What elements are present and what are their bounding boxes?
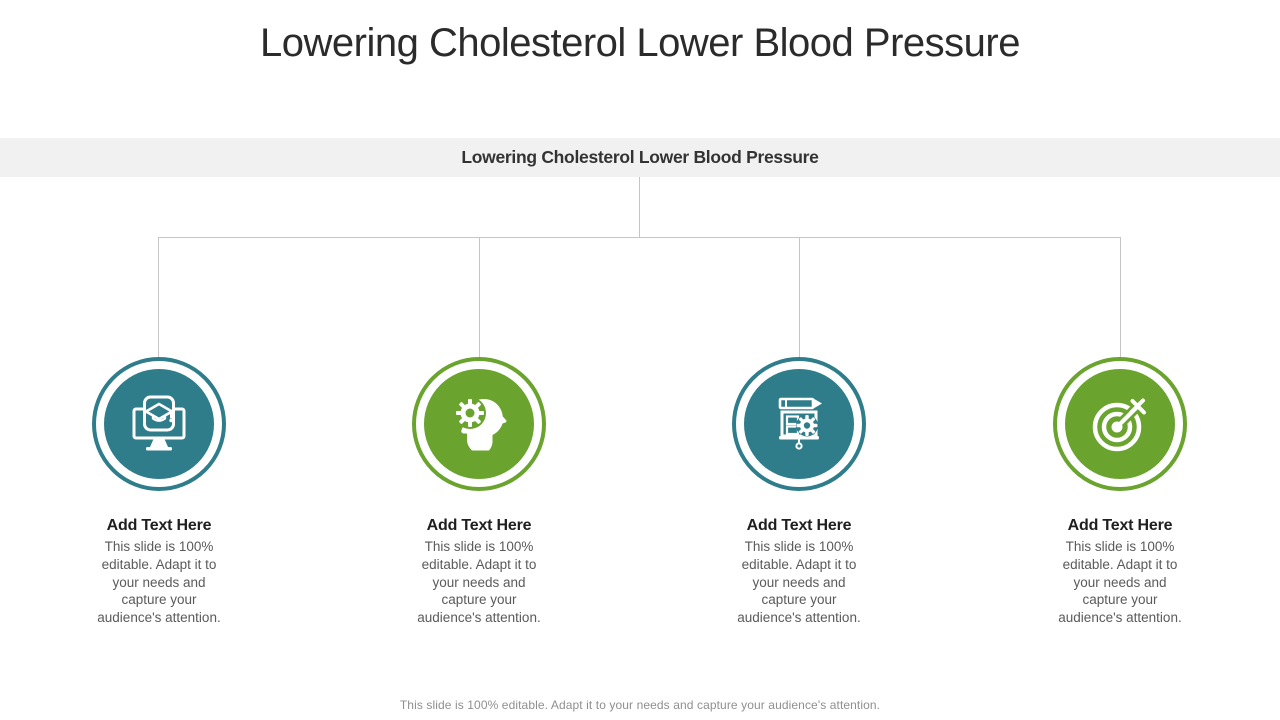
connector-vertical-center (639, 177, 640, 238)
item-circle-inner-3 (744, 369, 854, 479)
item-column-4: Add Text Here This slide is 100% editabl… (1020, 357, 1220, 627)
item-body-3: This slide is 100% editable. Adapt it to… (737, 539, 861, 626)
head-gear-icon (454, 397, 507, 451)
item-column-1: Add Text Here This slide is 100% editabl… (59, 357, 259, 627)
target-arrow-icon (1092, 398, 1146, 452)
slide-title: Lowering Cholesterol Lower Blood Pressur… (260, 21, 1020, 65)
footer-note: This slide is 100% editable. Adapt it to… (399, 698, 881, 712)
banner-title: Lowering Cholesterol Lower Blood Pressur… (461, 147, 819, 167)
item-column-3: Add Text Here This slide is 100% editabl… (699, 357, 899, 627)
item-circle-3 (732, 357, 866, 491)
item-body-1: This slide is 100% editable. Adapt it to… (97, 539, 221, 626)
item-heading-1: Add Text Here (106, 517, 212, 534)
item-body-4: This slide is 100% editable. Adapt it to… (1058, 539, 1182, 626)
item-circle-inner-4 (1065, 369, 1175, 479)
item-circle-inner-2 (424, 369, 534, 479)
connector-drop-3 (799, 238, 800, 357)
planning-board-icon (778, 397, 822, 450)
connector-horizontal (158, 237, 1121, 238)
item-circle-4 (1053, 357, 1187, 491)
item-column-2: Add Text Here This slide is 100% editabl… (379, 357, 579, 627)
item-body-2: This slide is 100% editable. Adapt it to… (417, 539, 541, 626)
item-circle-inner-1 (104, 369, 214, 479)
connector-drop-1 (158, 238, 159, 357)
item-circle-2 (412, 357, 546, 491)
item-heading-4: Add Text Here (1067, 517, 1173, 534)
connector-drop-2 (479, 238, 480, 357)
item-heading-2: Add Text Here (426, 517, 532, 534)
banner: Lowering Cholesterol Lower Blood Pressur… (0, 138, 1280, 177)
connector-drop-4 (1120, 238, 1121, 357)
item-circle-1 (92, 357, 226, 491)
elearning-monitor-icon (132, 395, 186, 451)
item-heading-3: Add Text Here (746, 517, 852, 534)
